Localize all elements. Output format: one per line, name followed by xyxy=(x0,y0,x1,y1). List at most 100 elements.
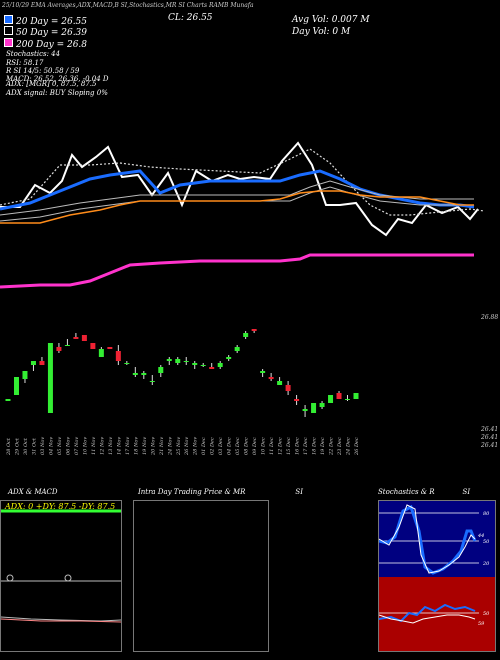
candle-body xyxy=(81,335,87,341)
mrsi-label: R SI 14/5: 50.58 / 59 xyxy=(6,67,80,75)
stoch-label-80: 80 xyxy=(483,511,490,517)
date-label: 12 Dec xyxy=(278,437,284,455)
candle-body xyxy=(73,337,79,339)
candle-body xyxy=(251,329,257,331)
candle-body xyxy=(311,403,317,413)
adx-label: ADX: [MGR] 0, 87.5, 87.5 xyxy=(6,80,97,88)
date-label: 05 Nov xyxy=(57,437,63,455)
ema50-line xyxy=(0,148,485,216)
date-label: 02 Dec xyxy=(210,437,216,455)
close-price-line xyxy=(0,141,479,237)
stoch-d-line xyxy=(378,504,476,574)
candle-body xyxy=(124,363,130,364)
date-label: 24 Nov xyxy=(167,437,173,456)
date-label: 14 Nov xyxy=(116,437,122,455)
candle-body xyxy=(260,371,266,373)
candle-body xyxy=(192,363,198,365)
candle-body xyxy=(175,359,181,363)
candle-body xyxy=(234,347,240,351)
stoch-background xyxy=(379,501,495,577)
date-label: 10 Dec xyxy=(261,437,267,455)
macd-line xyxy=(0,616,122,622)
candle-body xyxy=(217,363,223,367)
ema-orange-line xyxy=(0,190,474,224)
date-label: 07 Nov xyxy=(74,437,80,455)
candle-body xyxy=(39,361,45,365)
adx-signal-label: ADX signal: BUY Sloping 0% xyxy=(6,89,108,97)
date-label: 18 Dec xyxy=(312,437,318,455)
close-label: CL: 26.55 xyxy=(168,13,213,23)
adx-macd-svg: ADX: 0 +DY: 87.5 -DY: 87.5 xyxy=(0,502,122,623)
adx-macd-panel: ADX: 0 +DY: 87.5 -DY: 87.5 xyxy=(0,500,122,652)
candle-body xyxy=(319,403,325,407)
date-label: 11 Nov xyxy=(91,437,97,455)
intraday-panel xyxy=(133,500,269,652)
stoch-rsi-svg: 80 50 20 44 50 59 xyxy=(378,501,495,651)
rsi-background xyxy=(379,577,495,651)
date-label: 17 Nov xyxy=(125,437,131,455)
price-axis-top: 26.88 xyxy=(480,314,498,321)
macd-signal-line xyxy=(0,618,122,623)
date-label: 19 Dec xyxy=(320,437,326,455)
candle-body xyxy=(5,399,11,401)
legend-200day: 200 Day = 26.8 xyxy=(4,38,87,50)
adx-marker-right xyxy=(64,574,72,582)
date-label: 06 Nov xyxy=(65,437,71,455)
date-label: 26 Dec xyxy=(354,437,360,456)
candle-body xyxy=(90,343,96,349)
date-label: 04 Dec xyxy=(227,437,233,455)
candle-body xyxy=(149,381,155,382)
date-label: 11 Dec xyxy=(269,437,275,455)
date-label: 03 Nov xyxy=(40,437,46,455)
stoch-panel-title: Stochastics & R SI xyxy=(378,488,471,496)
candle-body xyxy=(285,385,291,391)
candle-body xyxy=(302,409,308,411)
candle-body xyxy=(294,399,300,401)
rsi-label-50: 50 xyxy=(483,611,490,617)
ema200-line xyxy=(0,253,474,289)
macd-label: MACD: 26.52, 26.36, -0.04 D xyxy=(6,75,109,83)
date-label: 29 Oct xyxy=(14,437,20,456)
date-label: 28 Oct xyxy=(6,437,12,456)
date-label: 28 Nov xyxy=(193,437,199,456)
date-label: 08 Dec xyxy=(244,437,250,455)
candle-body xyxy=(166,359,172,361)
date-label: 19 Nov xyxy=(142,437,148,455)
adx-marker-left xyxy=(6,574,14,582)
legend-50day: 50 Day = 26.39 xyxy=(4,26,87,38)
date-label: 25 Nov xyxy=(176,437,182,456)
candle-body xyxy=(13,377,19,395)
date-label: 09 Dec xyxy=(252,437,258,455)
intraday-panel-title: Intra Day Trading Price & MR SI xyxy=(138,488,303,496)
ema20-line xyxy=(0,169,475,211)
candle-body xyxy=(345,399,351,400)
top-line: 25/10/29 EMA Averages,ADX,MACD,B SI,Stoc… xyxy=(2,2,254,9)
candle-body xyxy=(226,357,232,359)
candle-body xyxy=(243,333,249,337)
date-axis: 28 Oct 29 Oct 30 Oct 31 Oct 03 Nov 04 Nov 05 N… xyxy=(6,437,360,456)
price-axis-bottom-3: 26.41 xyxy=(480,442,498,449)
date-label: 03 Dec xyxy=(218,437,224,455)
stoch-value: 44 xyxy=(477,533,484,539)
candles-group xyxy=(5,329,359,417)
candle-body xyxy=(141,373,147,375)
candlestick-chart: 26.88 26.41 26.41 26.41 28 Oct 29 Oct 30 O… xyxy=(5,314,498,456)
date-label: 22 Dec xyxy=(329,437,335,456)
avg-vol-label: Avg Vol: 0.007 M xyxy=(292,15,370,25)
candle-body xyxy=(158,367,164,373)
candle-body xyxy=(268,377,274,379)
date-label: 10 Nov xyxy=(82,437,88,455)
candle-body xyxy=(200,365,206,366)
candle-body xyxy=(328,395,334,403)
date-label: 13 Nov xyxy=(108,437,114,455)
candle-body xyxy=(98,349,104,357)
day-vol-label: Day Vol: 0 M xyxy=(292,27,351,37)
candle-body xyxy=(107,347,113,349)
date-label: 18 Nov xyxy=(133,437,139,455)
candle-body xyxy=(209,367,215,369)
adx-values-text: ADX: 0 +DY: 87.5 -DY: 87.5 xyxy=(4,502,115,511)
price-axis-bottom-2: 26.41 xyxy=(480,434,498,441)
date-label: 05 Dec xyxy=(235,437,241,455)
date-label: 04 Nov xyxy=(48,437,54,455)
stoch-rsi-panel: 80 50 20 44 50 59 xyxy=(378,500,496,652)
